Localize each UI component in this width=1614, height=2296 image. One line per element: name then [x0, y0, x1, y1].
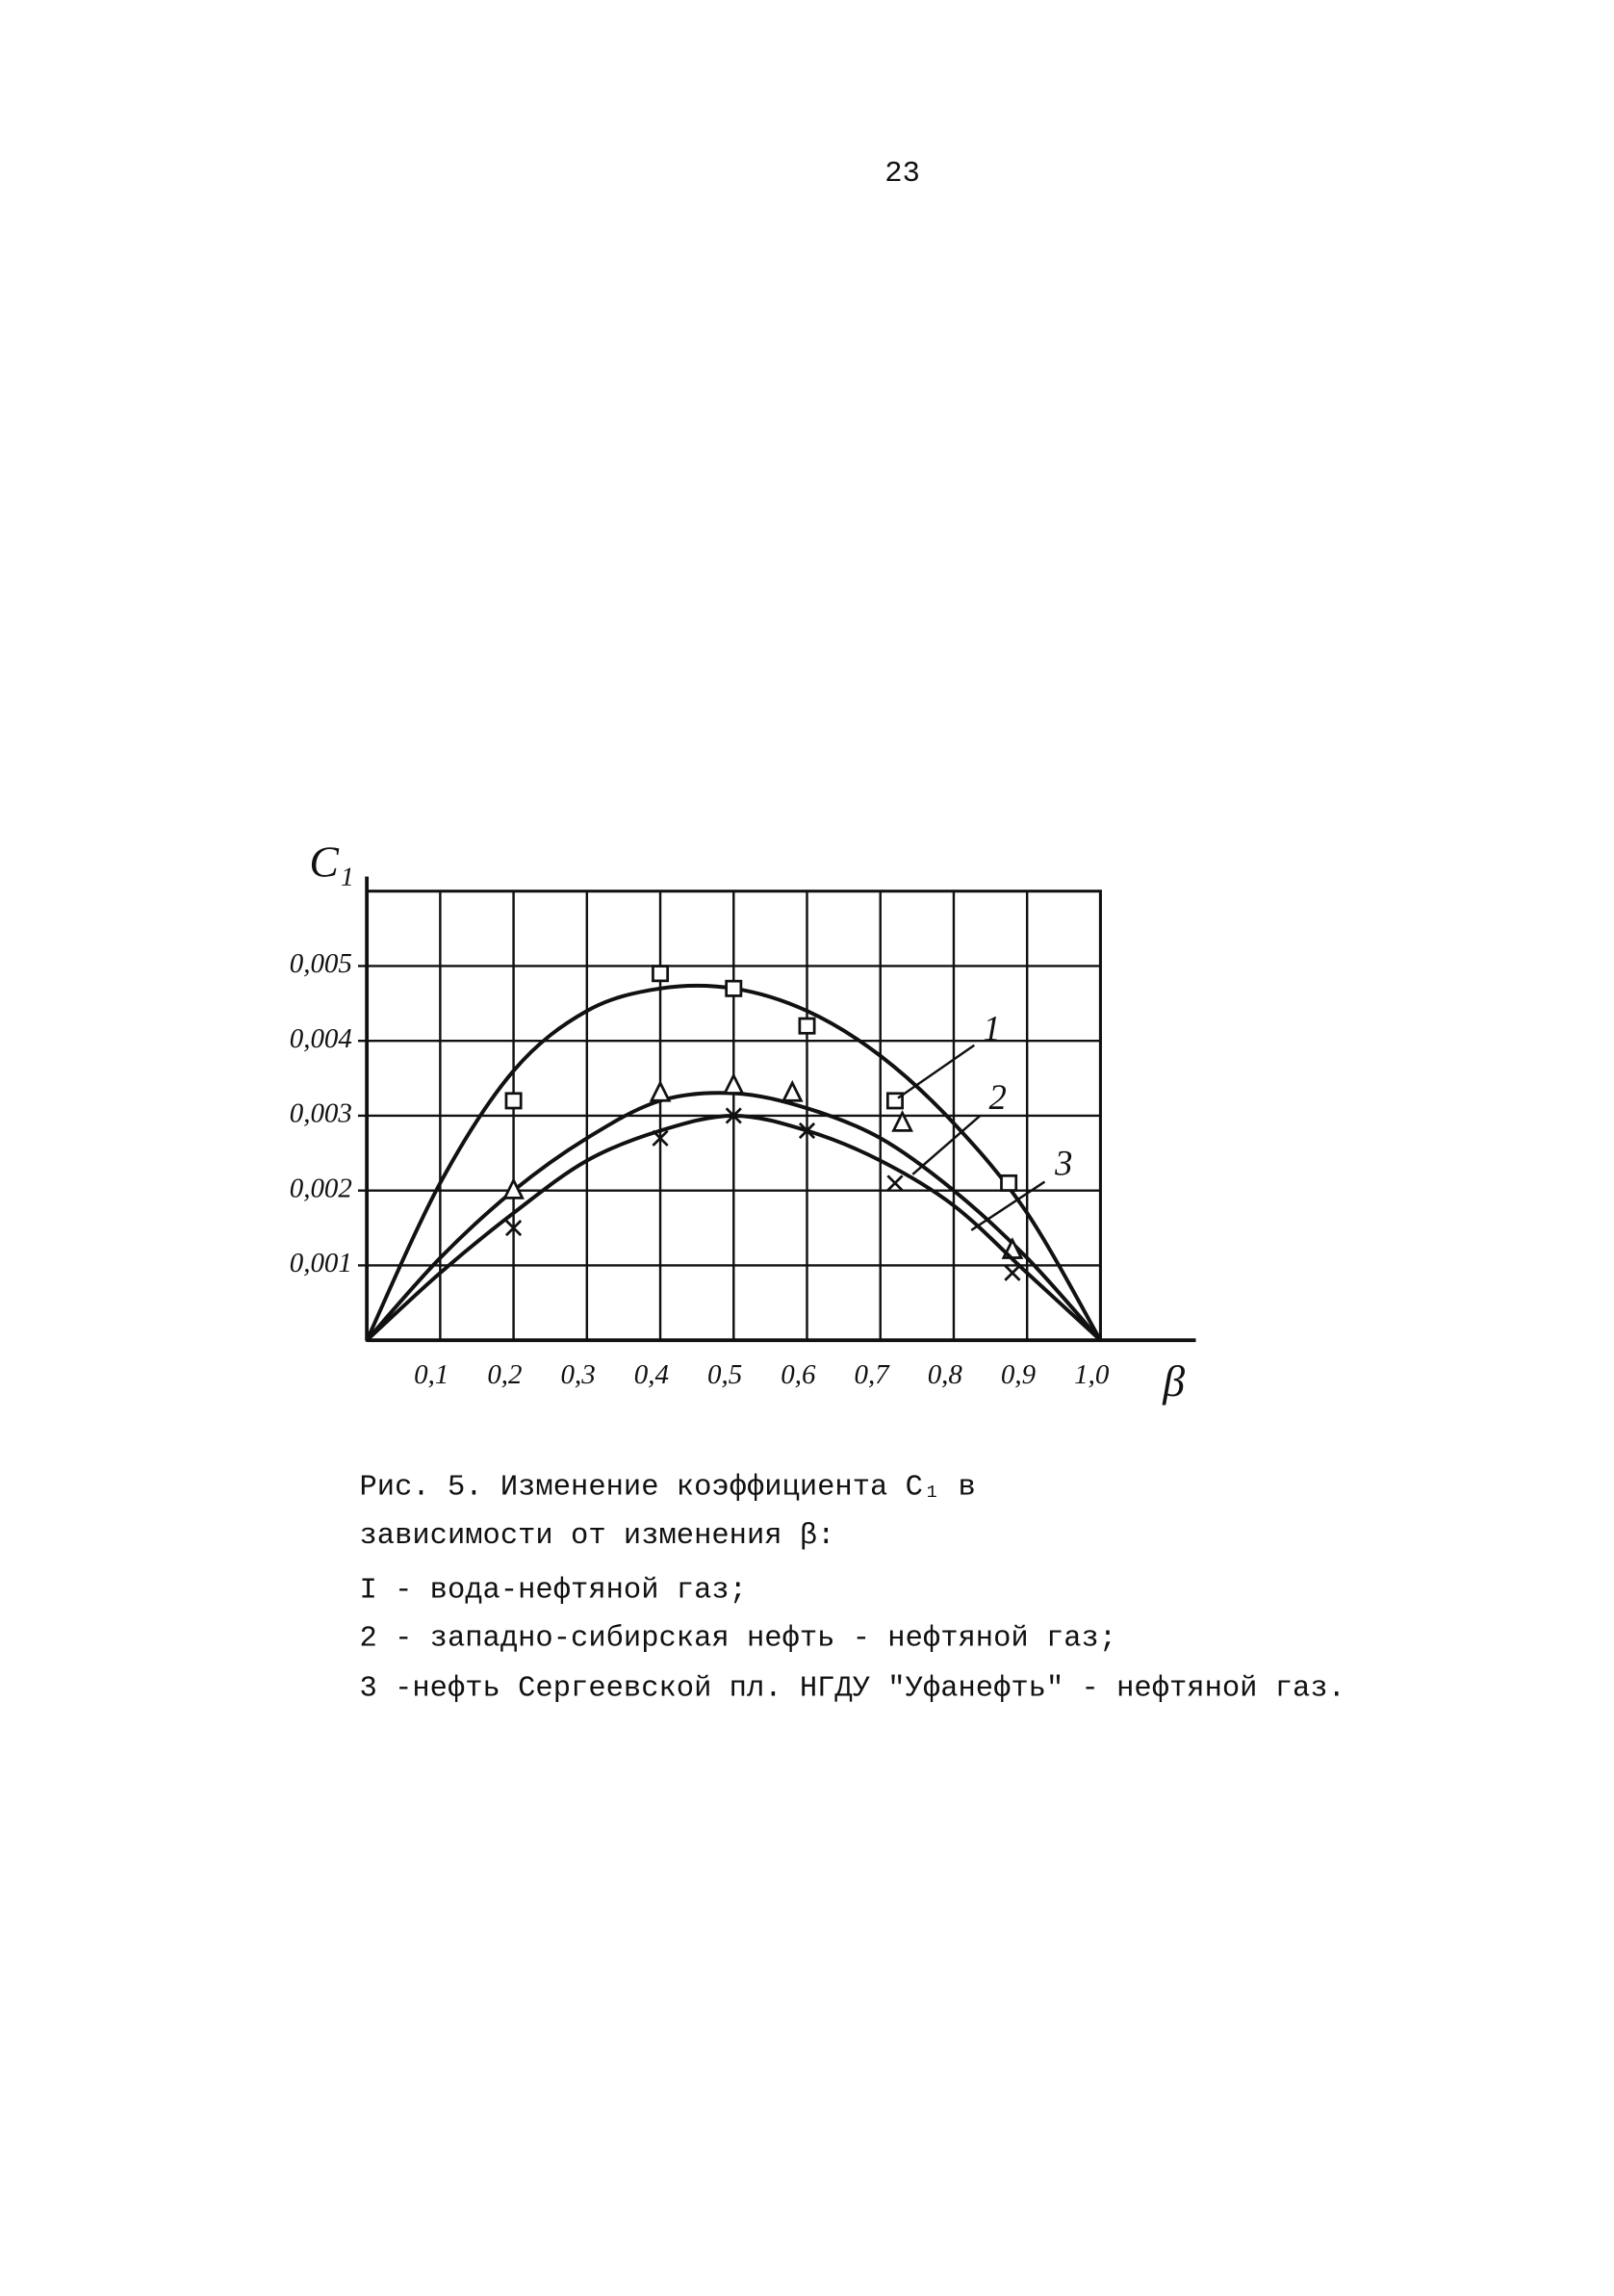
marker: [891, 1109, 913, 1132]
legend-line: I - вода-нефтяной газ;: [360, 1574, 747, 1607]
marker: [725, 979, 743, 997]
curve-label: 3: [1054, 1144, 1072, 1183]
x-tick-label: 0,8: [928, 1359, 963, 1390]
marker: [649, 1079, 672, 1102]
marker: [504, 1219, 523, 1237]
curve-label: 1: [983, 1008, 1000, 1047]
x-tick-label: 0,1: [414, 1359, 448, 1390]
x-axis-label: β: [1162, 1356, 1185, 1406]
x-tick-label: 0,9: [1001, 1359, 1037, 1390]
marker: [798, 1017, 816, 1035]
marker: [652, 965, 670, 983]
x-tick-label: 0,5: [707, 1359, 742, 1390]
x-tick-label: 0,3: [561, 1359, 596, 1390]
leader-line: [911, 1115, 982, 1175]
caption-line: зависимости от изменения β:: [360, 1520, 835, 1553]
legend-line: 3 -нефть Сергеевской пл. НГДУ "Уфанефть"…: [360, 1673, 1345, 1706]
y-axis-label: C₁: [309, 837, 353, 886]
marker: [1004, 1264, 1021, 1281]
curve-label: 2: [989, 1077, 1007, 1117]
x-tick-label: 0,4: [634, 1359, 669, 1390]
marker: [504, 1092, 523, 1110]
legend-line: 2 - западно-сибирская нефть - нефтяной г…: [360, 1623, 1117, 1656]
y-tick-label: 0,001: [290, 1248, 352, 1278]
y-tick-label: 0,003: [290, 1098, 352, 1129]
y-tick-label: 0,002: [290, 1173, 352, 1203]
x-tick-label: 1,0: [1074, 1359, 1110, 1390]
caption-line: Рис. 5. Изменение коэффициента C₁ в: [360, 1472, 976, 1505]
marker: [725, 1107, 742, 1124]
x-tick-label: 0,2: [487, 1359, 522, 1390]
x-tick-label: 0,6: [781, 1359, 816, 1390]
marker: [722, 1072, 745, 1095]
leader-line: [970, 1180, 1046, 1231]
marker: [781, 1079, 804, 1102]
marker: [502, 1176, 525, 1200]
y-tick-label: 0,004: [290, 1023, 352, 1054]
marker: [652, 1129, 669, 1147]
marker: [1000, 1174, 1018, 1192]
page-number: 23: [884, 158, 920, 191]
x-tick-label: 0,7: [854, 1359, 890, 1390]
marker: [886, 1174, 904, 1192]
leader-line: [897, 1044, 975, 1099]
y-tick-label: 0,005: [290, 948, 352, 979]
marker: [798, 1122, 816, 1140]
